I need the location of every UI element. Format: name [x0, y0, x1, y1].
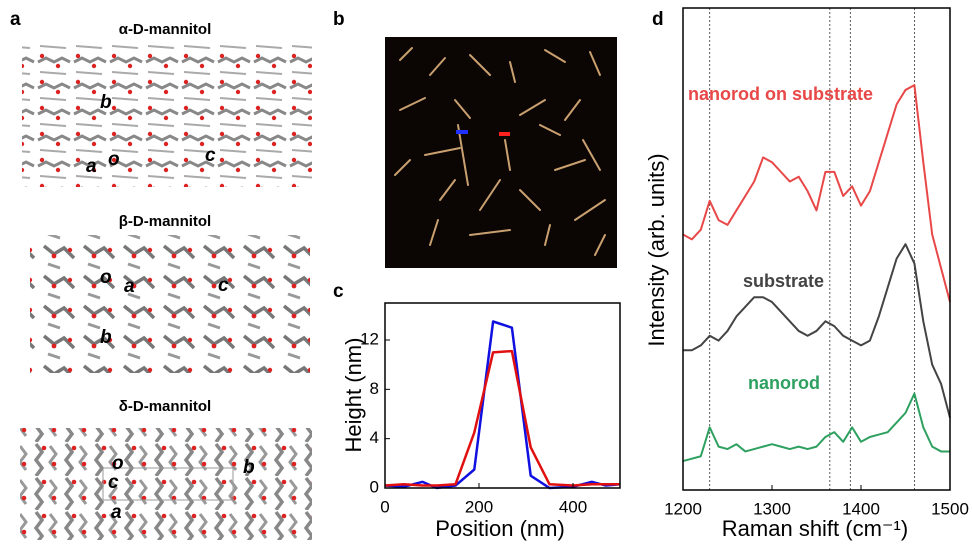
structure-title: α-D-mannitol [119, 21, 212, 38]
unit-cell [102, 467, 234, 501]
axis-letter: a [124, 276, 135, 297]
y-axis-label: Height (nm) [341, 338, 366, 453]
beta-structure [30, 235, 310, 373]
x-tick-label: 1200 [664, 499, 702, 518]
x-axis-label: Position (nm) [435, 516, 565, 541]
plot-frame [384, 302, 621, 489]
panel-label: a [10, 9, 21, 30]
y-tick-label: 4 [370, 428, 379, 447]
series-line [384, 349, 620, 487]
plot-frame [682, 7, 951, 491]
axis-letter: o [112, 453, 124, 474]
x-tick-label: 1500 [931, 499, 969, 518]
structure-title: δ-D-mannitol [119, 398, 211, 415]
axis-letter: b [243, 457, 255, 478]
x-tick-label: 1400 [842, 499, 880, 518]
y-tick-label: 8 [370, 379, 379, 398]
series-line [682, 392, 950, 463]
y-axis-label: Intensity (arb. units) [644, 153, 669, 346]
series-line [683, 243, 951, 418]
alpha-structure [22, 45, 312, 187]
series-label: substrate [743, 271, 824, 291]
axis-letter: a [86, 156, 97, 177]
delta-structure [20, 428, 312, 540]
series-label: nanorod on substrate [688, 84, 873, 104]
axis-letter: o [108, 149, 120, 170]
y-tick-label: 12 [360, 329, 379, 348]
axis-letter: b [100, 92, 112, 113]
x-tick-label: 200 [465, 497, 493, 516]
x-axis-label: Raman shift (cm⁻¹) [722, 516, 908, 541]
axis-letter: c [108, 472, 119, 493]
axis-letter: b [100, 327, 112, 348]
x-tick-label: 0 [380, 497, 389, 516]
x-tick-label: 1300 [753, 499, 791, 518]
axis-letter: a [111, 502, 122, 523]
structure-title: β-D-mannitol [119, 213, 211, 230]
axis-letter: c [218, 275, 229, 296]
series-label: nanorod [748, 373, 820, 393]
panel-label: d [652, 9, 664, 30]
microscope-image [385, 37, 617, 268]
axis-letter: c [205, 145, 216, 166]
panel-label: c [333, 281, 344, 302]
x-tick-label: 400 [559, 497, 587, 516]
series-line [682, 84, 951, 303]
y-tick-label: 0 [370, 477, 379, 496]
axis-letter: o [100, 267, 112, 288]
panel-label: b [333, 9, 345, 30]
series-line [384, 320, 621, 490]
